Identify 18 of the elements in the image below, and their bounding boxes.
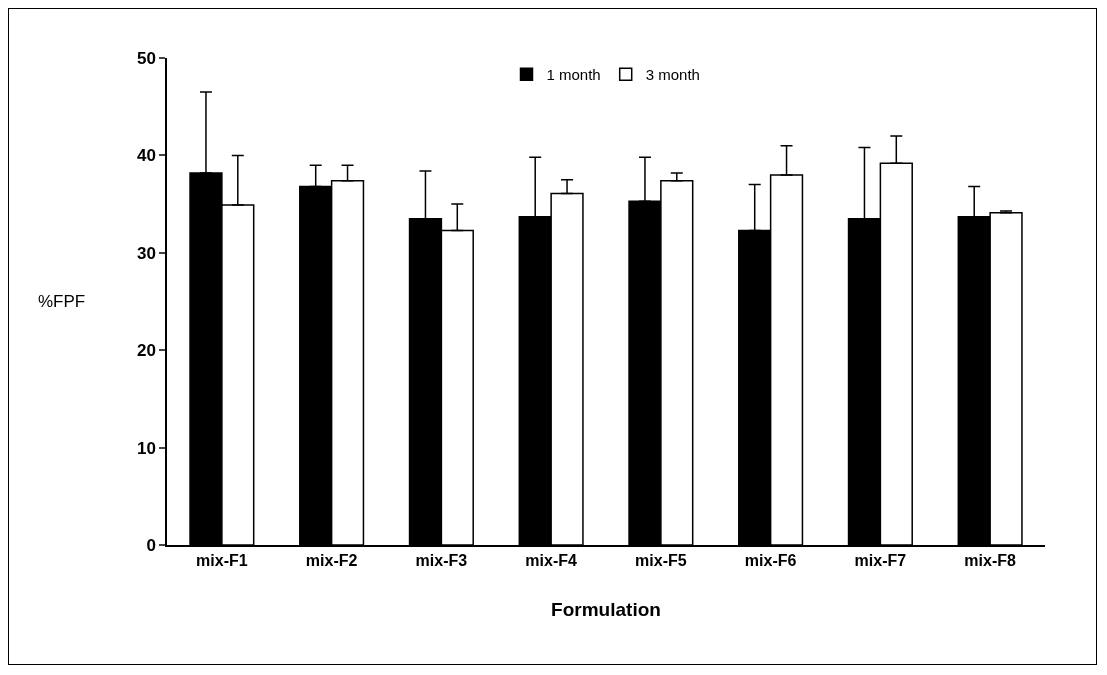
- x-tick-label: mix-F5: [635, 551, 687, 569]
- y-tick-label: 50: [136, 48, 156, 68]
- y-tick-label: 30: [136, 243, 156, 263]
- y-tick-label: 0: [146, 535, 156, 555]
- x-tick-label: mix-F4: [525, 551, 578, 569]
- legend-label: 1 month: [546, 66, 601, 84]
- y-tick-label: 10: [136, 438, 156, 458]
- x-tick-label: mix-F3: [415, 551, 468, 569]
- y-tick-label: 40: [136, 146, 156, 166]
- x-tick-label: mix-F8: [964, 551, 1017, 569]
- y-tick-label: 20: [136, 341, 156, 361]
- y-axis-title: %FPF: [38, 292, 86, 311]
- x-axis-title: Formulation: [551, 599, 661, 621]
- x-tick-label: mix-F6: [744, 551, 797, 569]
- x-tick-label: mix-F2: [305, 551, 358, 569]
- x-tick-label: mix-F1: [196, 551, 248, 569]
- x-tick-label: mix-F7: [854, 551, 907, 569]
- legend-label: 3 month: [645, 66, 700, 84]
